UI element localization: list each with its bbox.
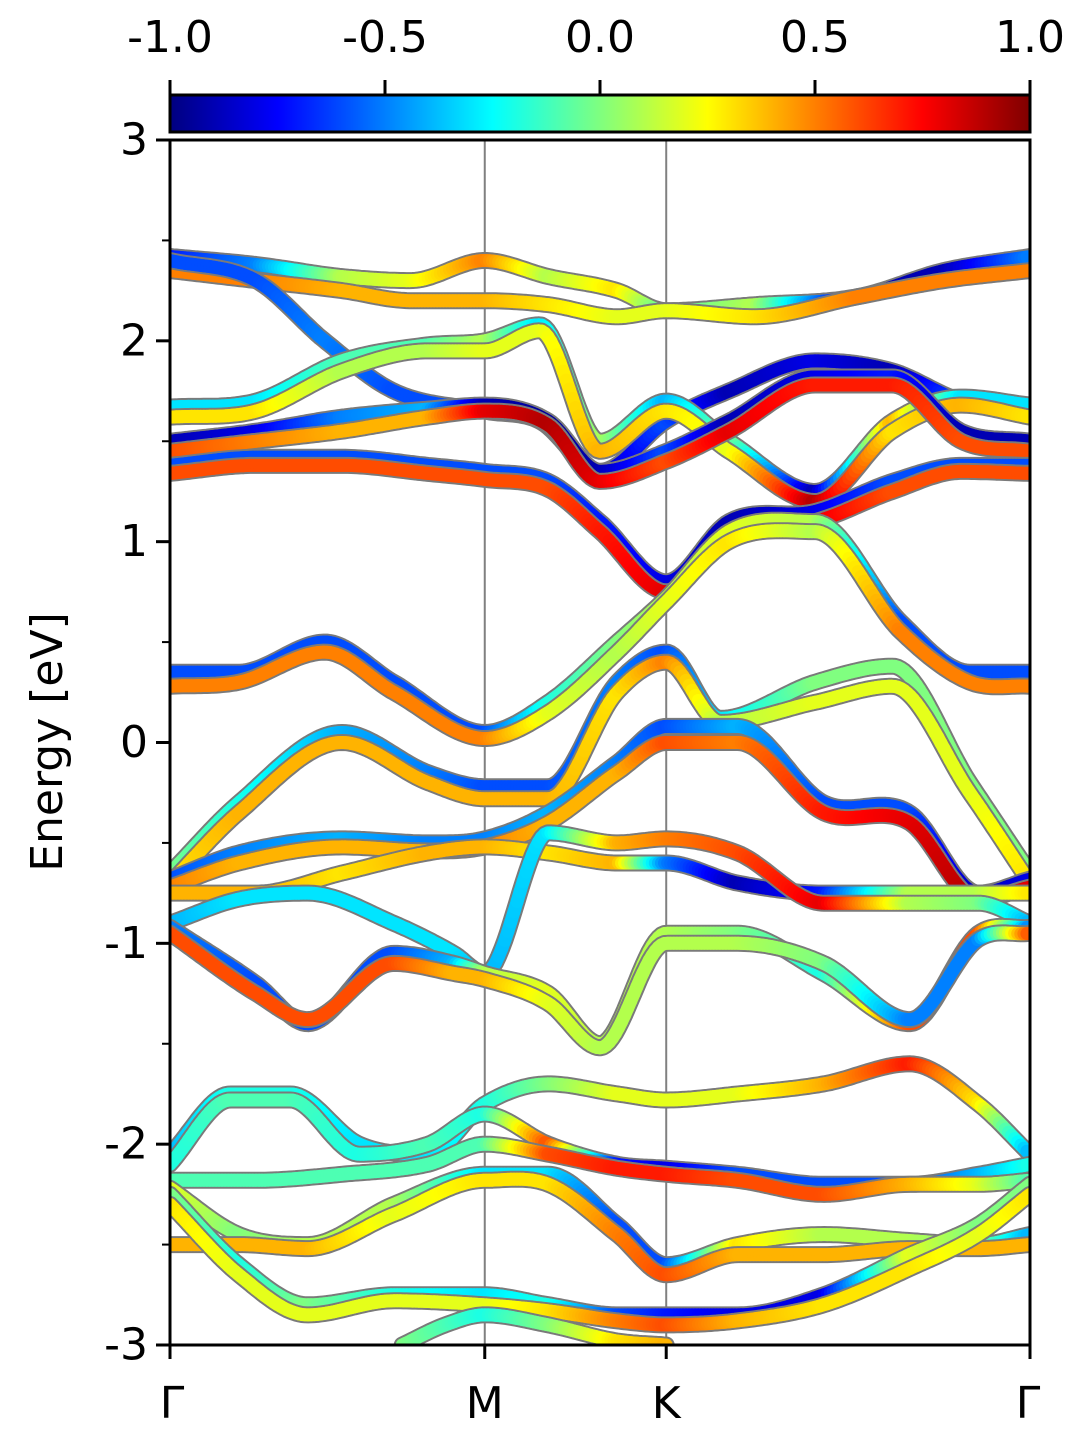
colorbar-ticks: -1.0 -0.5 0.0 0.5 1.0 [127,12,1065,95]
colorbar-bar [168,93,1032,134]
band-17 [170,824,1030,982]
band-5 [170,322,1030,510]
colorbar: -1.0 -0.5 0.0 0.5 1.0 [127,12,1065,134]
colorbar-tick-label: 0.5 [780,12,850,63]
colorbar-tick-label: 0.0 [565,12,635,63]
band-11 [170,522,1030,747]
band-7 [170,376,1030,490]
colorbar-tick-label: -0.5 [342,12,428,63]
band-13 [170,653,1030,892]
colorbar-tick-label: 1.0 [995,12,1065,63]
colorbar-tick-label: -1.0 [127,12,213,63]
bands [170,248,1030,1345]
